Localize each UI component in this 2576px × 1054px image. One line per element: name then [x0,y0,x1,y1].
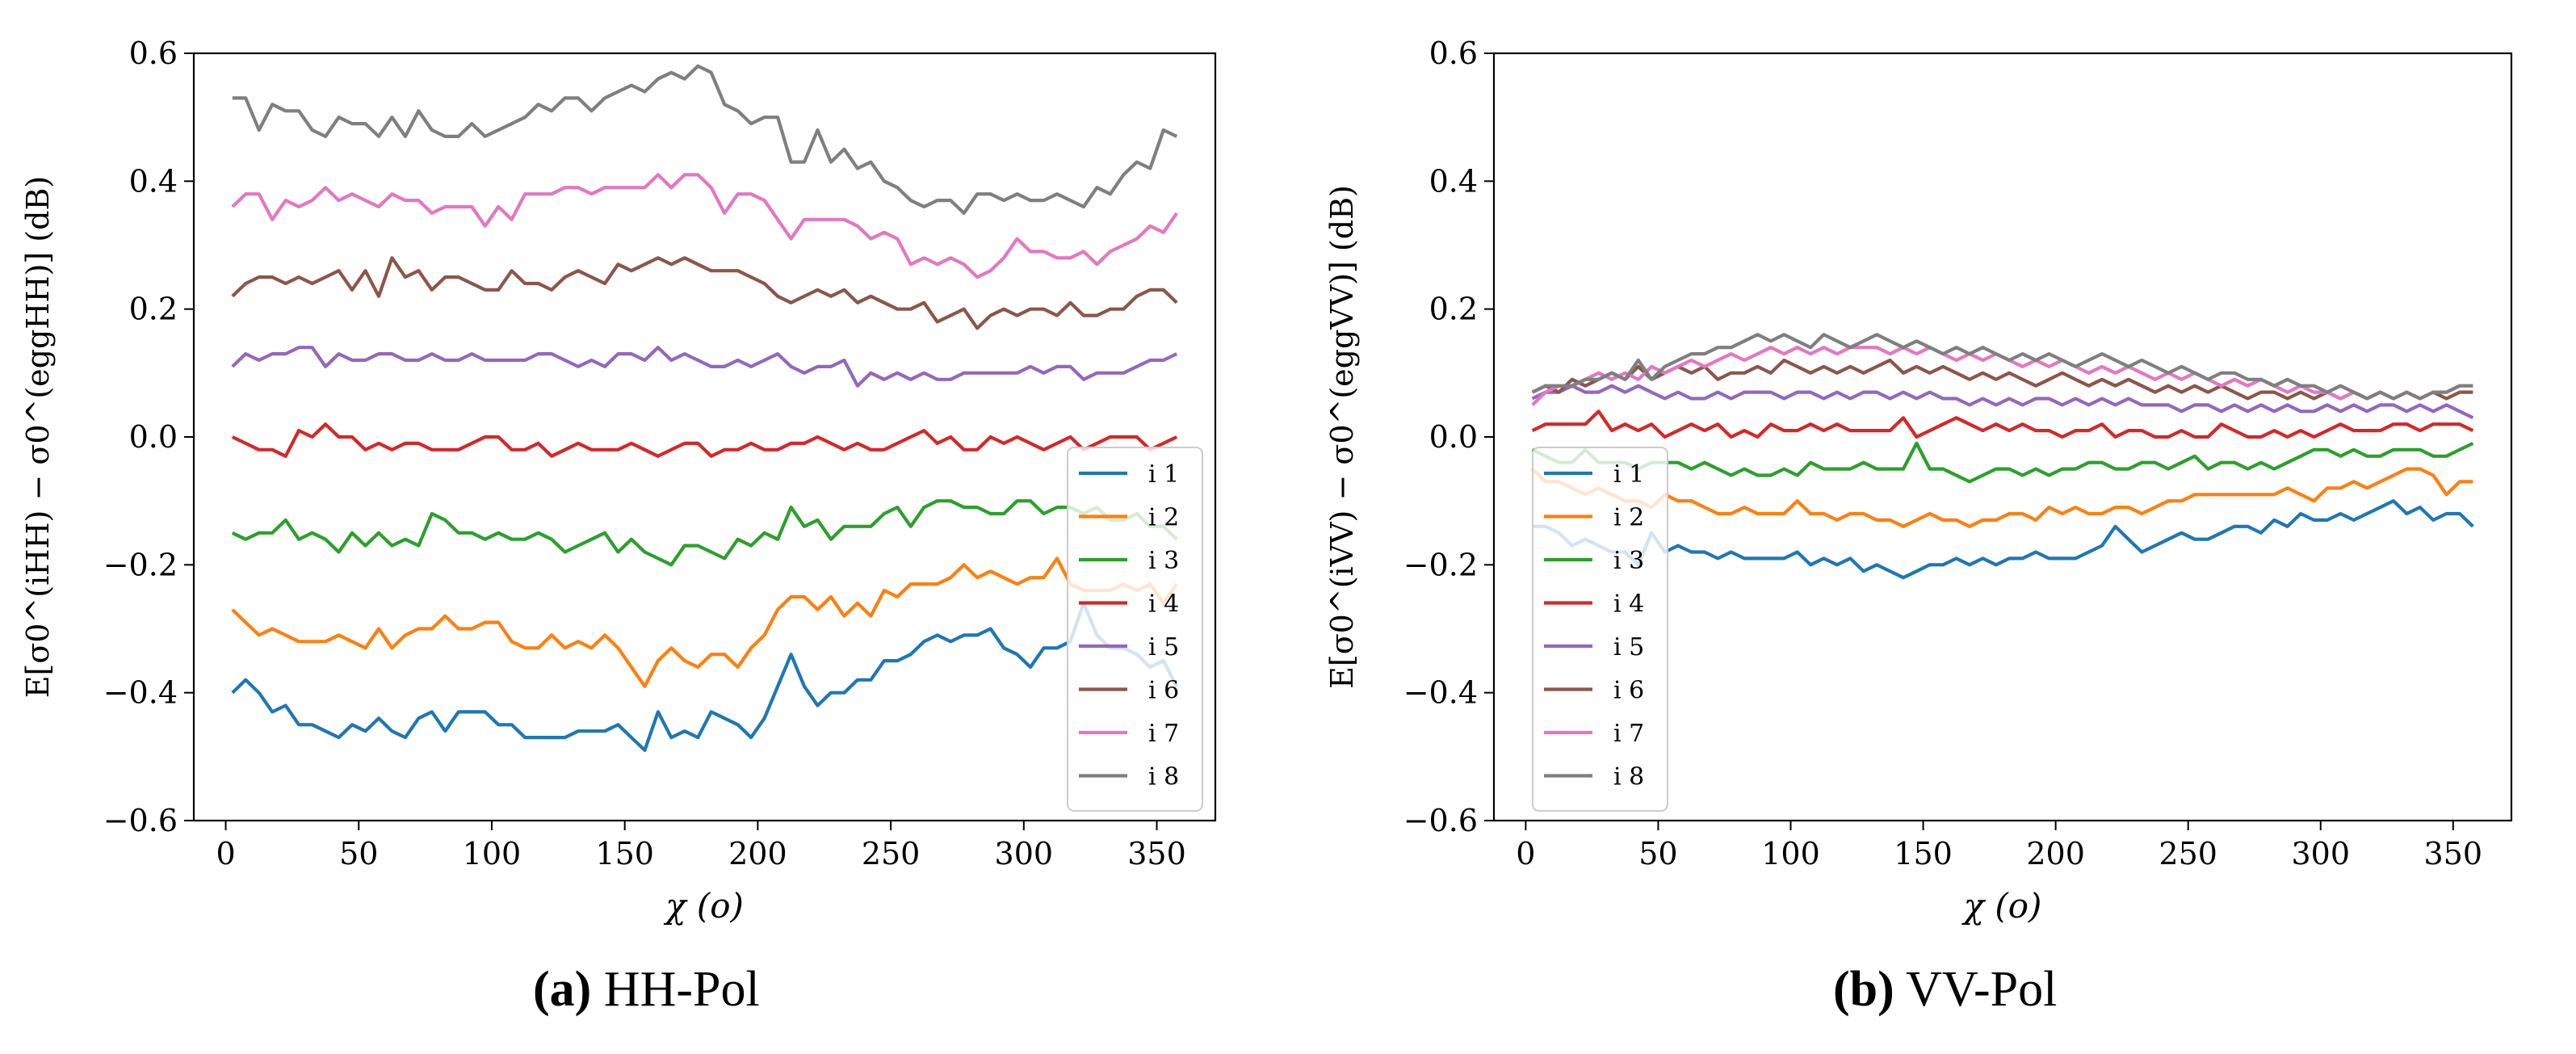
series-line-4 [231,422,1178,458]
series-line-6 [231,256,1178,330]
legend-label-5: i 5 [1613,633,1644,661]
legend-label-3: i 3 [1148,547,1179,575]
x-tick-label: 250 [2159,836,2217,871]
legend-label-7: i 7 [1148,720,1179,748]
series-line-4 [1531,409,2474,439]
legend-label-8: i 8 [1148,763,1179,792]
x-tick-label: 350 [2424,836,2483,871]
series-line-7 [231,173,1178,279]
legend-label-2: i 2 [1613,504,1644,532]
legend-label-3: i 3 [1613,547,1644,575]
legend-box [1532,447,1668,812]
caption-vv-pol: (b) VV-Pol [1833,961,2057,1018]
legend-label-1: i 1 [1148,460,1179,489]
series-line-2 [231,556,1178,688]
x-tick-label: 150 [1894,836,1953,871]
caption-letter: (b) [1833,962,1894,1017]
x-tick-label: 350 [1127,836,1186,871]
y-axis-label: E[σ0^(iVV) − σ0^(eggVV)] (dB) [1324,185,1360,689]
y-tick-label: 0.6 [1429,36,1478,71]
legend-label-4: i 4 [1148,590,1179,619]
x-tick-label: 50 [339,836,378,871]
y-tick-label: −0.2 [1403,547,1478,582]
x-tick-label: 0 [216,836,235,871]
y-tick-label: 0.2 [1429,292,1478,327]
legend-box [1067,447,1203,812]
y-tick-label: 0.6 [129,36,178,71]
y-tick-label: 0.4 [129,163,178,199]
caption-hh-pol: (a) HH-Pol [533,961,760,1018]
y-tick-label: −0.4 [1403,675,1478,711]
y-tick-label: 0.2 [129,292,178,327]
x-tick-label: 200 [2026,836,2085,871]
legend-label-4: i 4 [1613,590,1644,619]
series-line-2 [1531,467,2473,528]
y-tick-label: 0.0 [129,419,178,455]
series-line-8 [1531,333,2473,401]
legend: i 1 i 2 i 3 i 4 i 5 i 6 i 7 i 8 [1532,447,1668,812]
series-line-3 [231,499,1178,567]
x-tick-label: 300 [2291,836,2350,871]
caption-text: VV-Pol [1894,962,2058,1017]
series-line-1 [1532,499,2474,580]
y-tick-label: −0.6 [103,803,178,838]
y-tick-label: 0.4 [1429,163,1478,199]
y-axis-label: E[σ0^(iHH) − σ0^(eggHH)] (dB) [20,176,56,698]
x-axis-label: χ (o) [1961,886,2042,926]
series-line-8 [232,64,1178,215]
x-tick-label: 300 [995,836,1054,871]
legend-label-6: i 6 [1148,677,1179,705]
caption-text: HH-Pol [591,962,760,1017]
x-tick-label: 200 [728,836,787,871]
x-tick-label: 150 [595,836,654,871]
series-line-3 [1531,441,2474,484]
y-tick-label: −0.6 [1403,803,1478,838]
legend-label-8: i 8 [1613,763,1644,792]
legend-label-1: i 1 [1613,460,1644,489]
x-tick-label: 250 [862,836,921,871]
legend-label-2: i 2 [1148,504,1179,532]
legend-label-5: i 5 [1148,633,1179,661]
series-line-1 [231,601,1179,753]
x-tick-label: 100 [1761,836,1820,871]
legend: i 1 i 2 i 3 i 4 i 5 i 6 i 7 i 8 [1067,447,1203,812]
legend-label-6: i 6 [1613,677,1644,705]
y-tick-label: −0.2 [103,547,178,582]
x-tick-label: 100 [463,836,522,871]
x-tick-label: 0 [1516,836,1535,871]
x-axis-label: χ (o) [663,886,744,926]
chart-panel-b: 0 50 100 150 200 250 300 350 −0.6 −0.4 −0.2 0.0 0.2 0… [1324,36,2513,926]
y-tick-label: −0.4 [103,675,178,711]
y-tick-label: 0.0 [1429,419,1478,455]
series-line-5 [231,346,1178,388]
chart-panel-a: 0 50 100 150 200 250 300 350 −0.6 −0.4 −0.2 0.0 0.2 0… [20,36,1217,926]
legend-label-7: i 7 [1613,720,1644,748]
caption-letter: (a) [533,962,592,1017]
series-line-6 [1531,358,2473,401]
series-line-5 [1531,384,2474,420]
x-tick-label: 50 [1638,836,1677,871]
